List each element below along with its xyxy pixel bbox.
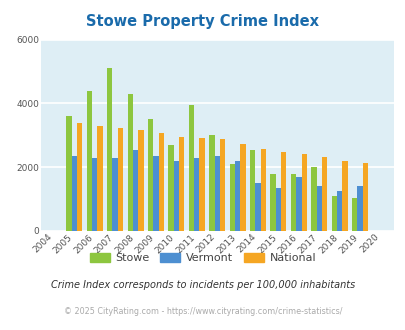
Bar xyxy=(341,161,347,231)
Bar xyxy=(270,174,275,231)
Bar xyxy=(77,123,82,231)
Bar xyxy=(87,91,92,231)
Bar xyxy=(138,130,143,231)
Bar xyxy=(148,119,153,231)
Bar xyxy=(280,152,286,231)
Bar xyxy=(356,186,362,231)
Bar xyxy=(199,138,204,231)
Bar xyxy=(66,116,71,231)
Bar xyxy=(168,145,173,231)
Bar xyxy=(92,158,97,231)
Bar xyxy=(209,135,214,231)
Bar xyxy=(336,191,341,231)
Text: © 2025 CityRating.com - https://www.cityrating.com/crime-statistics/: © 2025 CityRating.com - https://www.city… xyxy=(64,307,341,316)
Bar xyxy=(275,188,280,231)
Bar xyxy=(321,157,326,231)
Bar xyxy=(311,167,316,231)
Bar xyxy=(153,156,158,231)
Bar xyxy=(71,156,77,231)
Bar xyxy=(127,94,132,231)
Bar xyxy=(220,140,225,231)
Bar xyxy=(316,186,321,231)
Bar xyxy=(331,196,336,231)
Bar xyxy=(214,156,220,231)
Bar xyxy=(249,150,255,231)
Bar xyxy=(132,150,138,231)
Bar xyxy=(260,149,265,231)
Bar xyxy=(97,126,102,231)
Bar xyxy=(117,128,123,231)
Bar xyxy=(290,174,296,231)
Bar xyxy=(229,164,234,231)
Bar xyxy=(296,177,301,231)
Bar xyxy=(158,133,164,231)
Bar xyxy=(234,161,240,231)
Bar xyxy=(188,105,194,231)
Bar xyxy=(240,144,245,231)
Text: Stowe Property Crime Index: Stowe Property Crime Index xyxy=(86,14,319,29)
Bar xyxy=(179,137,184,231)
Bar xyxy=(173,161,179,231)
Bar xyxy=(301,154,306,231)
Bar xyxy=(112,158,117,231)
Bar xyxy=(255,183,260,231)
Bar xyxy=(351,197,356,231)
Bar xyxy=(107,68,112,231)
Bar xyxy=(362,163,367,231)
Text: Crime Index corresponds to incidents per 100,000 inhabitants: Crime Index corresponds to incidents per… xyxy=(51,280,354,290)
Bar xyxy=(194,158,199,231)
Legend: Stowe, Vermont, National: Stowe, Vermont, National xyxy=(85,248,320,268)
